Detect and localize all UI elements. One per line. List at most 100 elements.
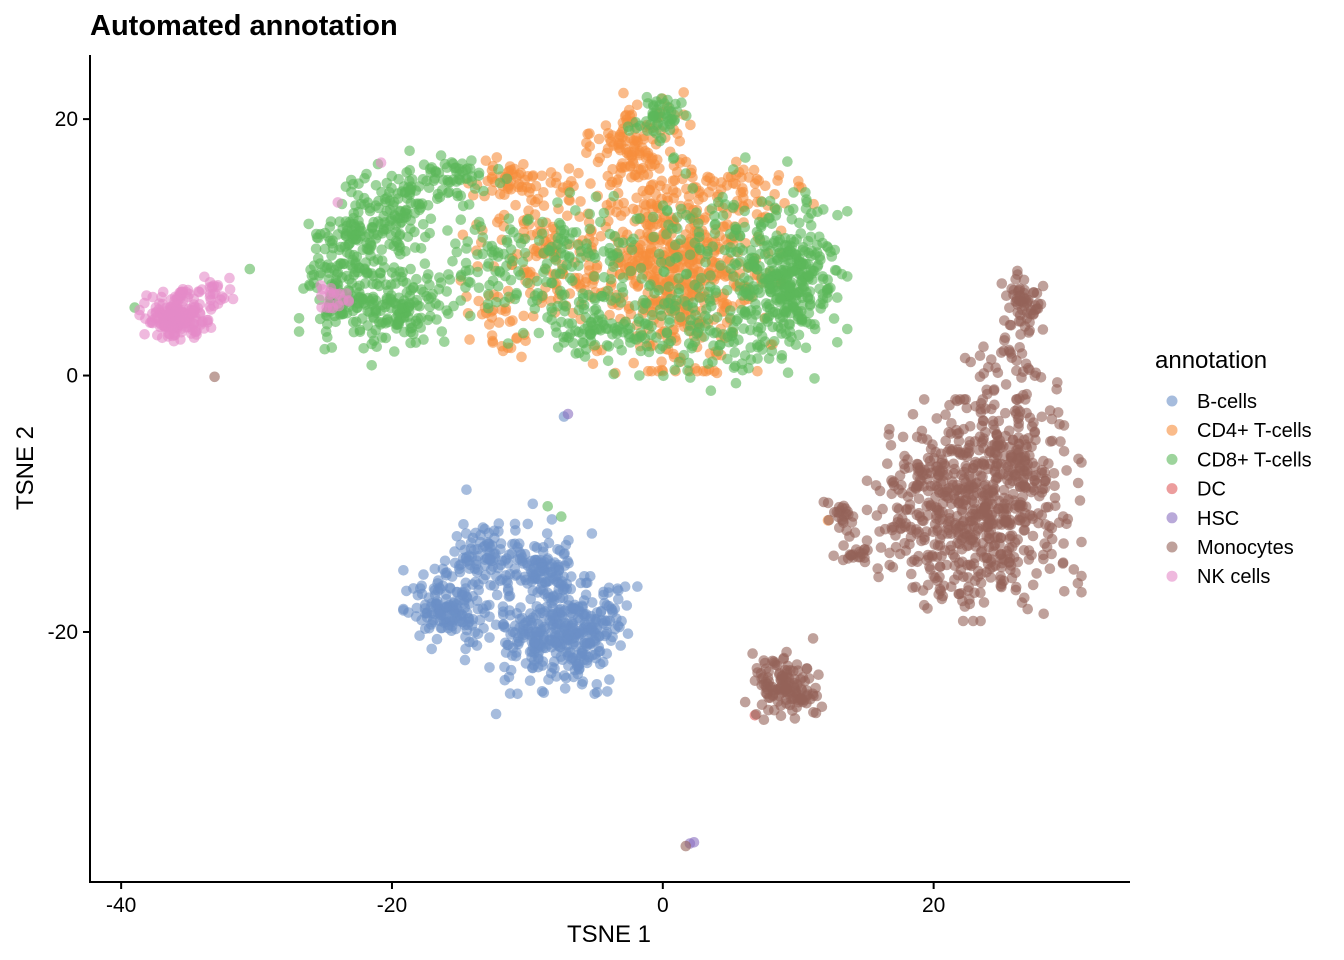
data-point xyxy=(826,251,838,262)
data-point xyxy=(786,214,798,225)
data-point xyxy=(413,181,425,192)
data-point xyxy=(618,87,629,99)
data-point xyxy=(604,242,615,254)
data-point xyxy=(558,337,570,348)
data-point xyxy=(134,304,145,316)
data-point xyxy=(667,153,679,164)
data-point xyxy=(641,340,653,352)
data-point xyxy=(1076,570,1087,582)
legend-title: annotation xyxy=(1155,347,1267,374)
data-point xyxy=(150,302,162,313)
data-point xyxy=(751,339,763,351)
data-point xyxy=(586,528,598,539)
data-point xyxy=(887,561,899,573)
data-point xyxy=(693,218,704,229)
data-point xyxy=(209,371,220,383)
data-point xyxy=(543,575,555,587)
data-point xyxy=(566,571,577,582)
data-point xyxy=(700,320,711,332)
data-point xyxy=(579,571,590,582)
legend-item: CD8+ T-cells xyxy=(1166,449,1312,471)
data-point xyxy=(899,463,911,475)
data-point xyxy=(509,518,521,530)
data-point xyxy=(443,269,454,280)
data-point xyxy=(194,299,205,310)
data-point xyxy=(379,262,390,273)
data-point xyxy=(473,295,485,307)
data-point xyxy=(224,284,236,295)
data-point xyxy=(680,840,692,852)
data-point xyxy=(872,563,883,574)
data-point xyxy=(504,161,516,172)
data-point xyxy=(721,284,733,296)
data-point xyxy=(415,583,426,594)
data-point xyxy=(156,291,167,303)
data-point xyxy=(323,297,335,308)
series-nk-cells xyxy=(134,157,387,347)
data-point xyxy=(722,353,733,365)
data-point xyxy=(753,175,764,186)
data-point xyxy=(1058,446,1070,457)
data-point xyxy=(646,309,658,321)
data-point xyxy=(503,291,514,303)
data-point xyxy=(1059,586,1070,597)
data-point xyxy=(477,232,489,243)
data-point xyxy=(636,273,647,284)
data-point xyxy=(559,683,571,694)
data-point xyxy=(557,654,568,666)
data-point xyxy=(581,243,592,254)
data-point xyxy=(484,632,495,643)
data-point xyxy=(804,294,816,305)
data-point xyxy=(1038,608,1049,620)
data-point xyxy=(486,246,498,258)
data-point xyxy=(739,205,750,217)
data-point xyxy=(637,185,649,197)
data-point xyxy=(727,178,739,189)
data-point xyxy=(619,206,631,217)
data-point xyxy=(603,341,615,352)
data-point xyxy=(842,271,853,282)
data-point xyxy=(456,269,467,281)
data-point xyxy=(389,346,400,357)
data-point xyxy=(420,231,431,243)
data-point xyxy=(1022,603,1033,615)
data-point xyxy=(784,240,795,251)
data-point xyxy=(512,688,523,700)
data-point xyxy=(604,228,616,240)
data-point xyxy=(846,517,858,528)
data-point xyxy=(585,178,596,189)
data-point xyxy=(598,207,610,219)
data-point xyxy=(522,518,534,530)
data-point xyxy=(570,227,582,238)
data-point xyxy=(441,305,453,316)
data-point xyxy=(533,618,544,630)
data-point xyxy=(683,325,695,337)
data-point xyxy=(1058,538,1069,549)
data-point xyxy=(673,356,685,368)
data-point xyxy=(658,370,669,382)
data-point xyxy=(907,409,919,420)
data-point xyxy=(562,408,574,420)
data-point xyxy=(966,508,978,520)
data-point xyxy=(932,540,944,551)
data-point xyxy=(974,431,986,443)
data-point xyxy=(841,525,852,536)
data-point xyxy=(899,450,910,462)
data-point xyxy=(593,133,605,145)
data-point xyxy=(941,491,952,502)
data-point xyxy=(518,159,529,170)
data-point xyxy=(817,271,828,282)
data-point xyxy=(527,498,539,510)
series-monocytes xyxy=(209,265,1087,852)
data-point xyxy=(327,242,339,254)
data-point xyxy=(739,350,751,361)
data-point xyxy=(759,217,770,228)
data-point xyxy=(983,447,995,459)
data-point xyxy=(483,289,494,300)
data-point xyxy=(585,316,597,328)
data-point xyxy=(567,622,579,634)
data-point xyxy=(1052,377,1063,388)
data-point xyxy=(654,99,665,111)
data-point xyxy=(581,137,592,149)
data-point xyxy=(778,681,790,692)
